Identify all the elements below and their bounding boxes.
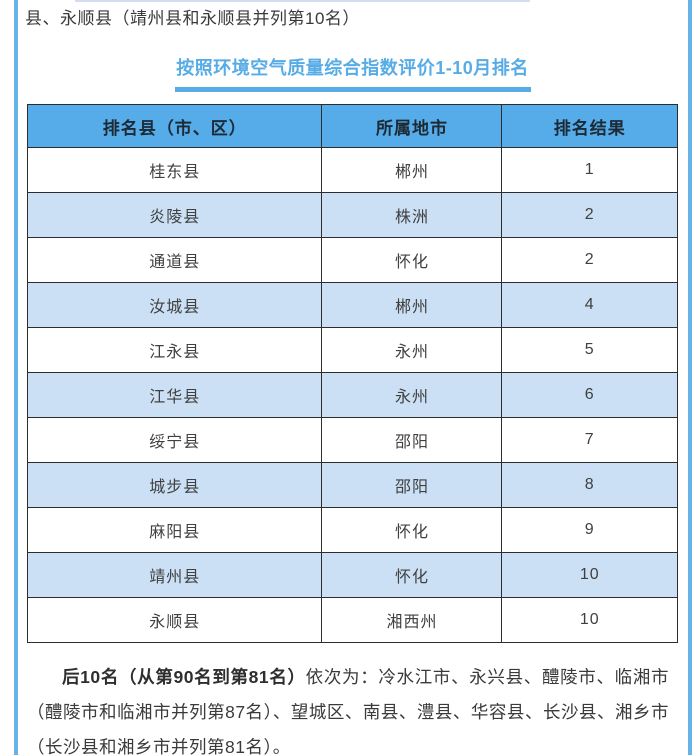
ranking-table: 排名县（市、区） 所属地市 排名结果 桂东县 郴州 1 炎陵县 株洲 2 通道县 怀化 2 汝城县… — [26, 104, 678, 643]
intro-text: 县、永顺县（靖州县和永顺县并列第10名） — [25, 9, 360, 28]
table-cell: 麻阳县 — [26, 507, 323, 553]
table-cell: 湘西州 — [321, 597, 503, 643]
table-cell: 江永县 — [26, 327, 323, 373]
table-cell: 株洲 — [321, 192, 503, 238]
article-content: 县、永顺县（靖州县和永顺县并列第10名） 按照环境空气质量综合指数评价1-10月… — [25, 0, 678, 755]
table-cell: 炎陵县 — [26, 192, 323, 238]
table-cell: 怀化 — [321, 552, 503, 598]
table-cell: 绥宁县 — [26, 417, 323, 463]
table-row: 江永县 永州 5 — [26, 327, 678, 373]
table-cell: 永州 — [321, 372, 503, 418]
header-county-column: 排名县（市、区） — [26, 104, 323, 148]
table-cell: 永州 — [321, 327, 503, 373]
table-row: 汝城县 郴州 4 — [26, 282, 678, 328]
left-border-line — [14, 0, 18, 755]
table-cell: 4 — [501, 282, 678, 328]
table-row: 桂东县 郴州 1 — [26, 147, 678, 193]
section-heading: 按照环境空气质量综合指数评价1-10月排名 — [176, 58, 529, 78]
header-city-column: 所属地市 — [321, 104, 503, 148]
table-cell: 7 — [501, 417, 678, 463]
table-cell: 邵阳 — [321, 417, 503, 463]
table-header-row: 排名县（市、区） 所属地市 排名结果 — [26, 104, 678, 148]
footer-paragraph: 后10名（从第90名到第81名）依次为：冷水江市、永兴县、醴陵市、临湘市（醴陵市… — [27, 660, 669, 755]
table-cell: 永顺县 — [26, 597, 323, 643]
heading-underline — [174, 87, 531, 92]
table-row: 城步县 邵阳 8 — [26, 462, 678, 508]
table-cell: 2 — [501, 237, 678, 283]
table-row: 靖州县 怀化 10 — [26, 552, 678, 598]
footer-body-text: 依次为：冷水江市、永兴县、醴陵市、临湘市（醴陵市和临湘市并列第87名）、望城区、… — [27, 667, 669, 755]
table-row: 绥宁县 邵阳 7 — [26, 417, 678, 463]
table-cell: 桂东县 — [26, 147, 323, 193]
table-cell: 6 — [501, 372, 678, 418]
ranking-table-body: 桂东县 郴州 1 炎陵县 株洲 2 通道县 怀化 2 汝城县 郴州 4 江永县 永州 5 江华县 永州 6 绥宁县邵… — [26, 147, 678, 643]
table-cell: 5 — [501, 327, 678, 373]
table-row: 永顺县 湘西州 10 — [26, 597, 678, 643]
right-border-line — [688, 0, 692, 755]
table-cell: 2 — [501, 192, 678, 238]
table-cell: 怀化 — [321, 507, 503, 553]
table-cell: 9 — [501, 507, 678, 553]
table-cell: 郴州 — [321, 147, 503, 193]
table-row: 麻阳县 怀化 9 — [26, 507, 678, 553]
table-row: 炎陵县 株洲 2 — [26, 192, 678, 238]
table-cell: 怀化 — [321, 237, 503, 283]
table-cell: 10 — [501, 552, 678, 598]
table-cell: 江华县 — [26, 372, 323, 418]
table-row: 江华县 永州 6 — [26, 372, 678, 418]
table-cell: 汝城县 — [26, 282, 323, 328]
header-result-column: 排名结果 — [501, 104, 678, 148]
table-cell: 郴州 — [321, 282, 503, 328]
table-cell: 1 — [501, 147, 678, 193]
table-cell: 10 — [501, 597, 678, 643]
table-row: 通道县 怀化 2 — [26, 237, 678, 283]
table-cell: 邵阳 — [321, 462, 503, 508]
top-cropped-text-remnant — [75, 0, 530, 2]
footer-bold-lead: 后10名（从第90名到第81名） — [62, 667, 306, 687]
table-cell: 靖州县 — [26, 552, 323, 598]
table-cell: 通道县 — [26, 237, 323, 283]
table-cell: 8 — [501, 462, 678, 508]
table-cell: 城步县 — [26, 462, 323, 508]
